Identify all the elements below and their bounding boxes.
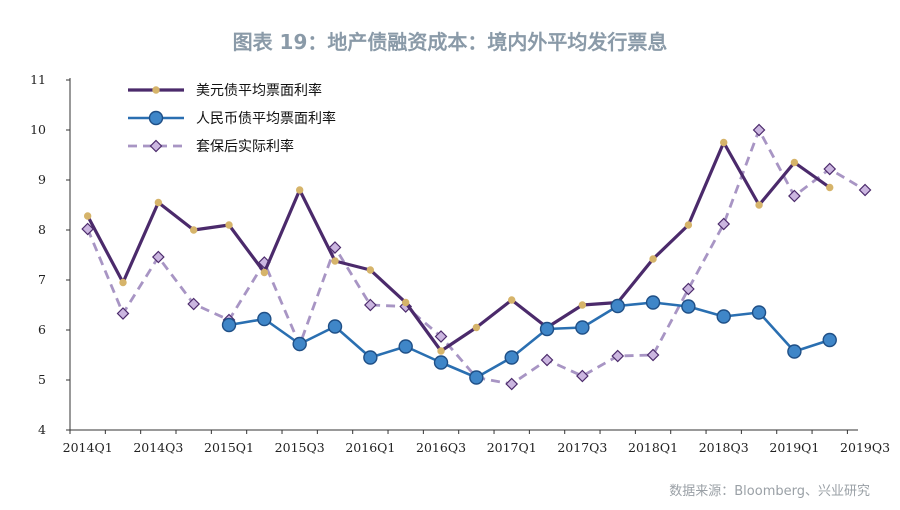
x-tick-label: 2016Q1 bbox=[345, 440, 395, 455]
data-point-cny bbox=[717, 310, 730, 323]
data-point-cny bbox=[258, 313, 271, 326]
x-tick-label: 2014Q3 bbox=[133, 440, 183, 455]
data-point-usd bbox=[367, 267, 373, 273]
data-point-cny bbox=[364, 351, 377, 364]
x-tick-label: 2018Q3 bbox=[699, 440, 749, 455]
y-tick-label: 6 bbox=[38, 322, 46, 337]
y-tick-label: 11 bbox=[30, 72, 46, 87]
data-point-cny bbox=[329, 320, 342, 333]
x-tick-label: 2019Q1 bbox=[769, 440, 819, 455]
data-point-usd bbox=[190, 227, 196, 233]
legend-label-cny: 人民币债平均票面利率 bbox=[196, 110, 336, 127]
data-point-hedged bbox=[577, 371, 588, 382]
data-point-usd bbox=[438, 348, 444, 354]
data-point-cny bbox=[505, 351, 518, 364]
legend-marker-usd bbox=[153, 87, 159, 93]
data-point-hedged bbox=[612, 351, 623, 362]
y-tick-label: 8 bbox=[38, 222, 46, 237]
data-point-hedged bbox=[648, 350, 659, 361]
data-point-cny bbox=[647, 296, 660, 309]
data-point-cny bbox=[399, 340, 412, 353]
legend-label-hedged: 套保后实际利率 bbox=[196, 138, 294, 155]
data-point-hedged bbox=[542, 355, 553, 366]
source-note: 数据来源：Bloomberg、兴业研究 bbox=[669, 484, 870, 499]
data-point-cny bbox=[470, 371, 483, 384]
data-point-cny bbox=[788, 345, 801, 358]
data-point-usd bbox=[685, 222, 691, 228]
x-tick-label: 2016Q3 bbox=[416, 440, 466, 455]
data-point-usd bbox=[402, 299, 408, 305]
data-point-usd bbox=[827, 184, 833, 190]
x-tick-label: 2014Q1 bbox=[63, 440, 113, 455]
data-point-cny bbox=[682, 300, 695, 313]
x-tick-label: 2019Q3 bbox=[840, 440, 890, 455]
data-point-usd bbox=[261, 269, 267, 275]
series-line-hedged bbox=[88, 130, 865, 384]
series-cny bbox=[223, 296, 837, 384]
x-tick-label: 2017Q1 bbox=[487, 440, 537, 455]
y-tick-label: 10 bbox=[30, 122, 46, 137]
data-point-usd bbox=[120, 279, 126, 285]
data-point-usd bbox=[509, 297, 515, 303]
data-point-usd bbox=[721, 139, 727, 145]
data-point-hedged bbox=[789, 191, 800, 202]
series-layer bbox=[82, 125, 870, 390]
data-point-usd bbox=[579, 302, 585, 308]
legend-marker-hedged bbox=[151, 141, 162, 152]
data-point-usd bbox=[332, 258, 338, 264]
data-point-cny bbox=[435, 356, 448, 369]
data-point-cny bbox=[753, 306, 766, 319]
series-hedged bbox=[82, 125, 870, 390]
x-tick-label: 2017Q3 bbox=[557, 440, 607, 455]
data-point-hedged bbox=[506, 379, 517, 390]
y-tick-label: 9 bbox=[38, 172, 46, 187]
data-point-cny bbox=[611, 300, 624, 313]
data-point-cny bbox=[576, 321, 589, 334]
legend-label-usd: 美元债平均票面利率 bbox=[196, 82, 322, 99]
y-tick-label: 7 bbox=[38, 272, 46, 287]
data-point-cny bbox=[293, 338, 306, 351]
data-point-usd bbox=[155, 199, 161, 205]
y-tick-label: 5 bbox=[38, 372, 46, 387]
data-point-cny bbox=[541, 323, 554, 336]
data-point-usd bbox=[473, 324, 479, 330]
data-point-usd bbox=[756, 202, 762, 208]
data-point-cny bbox=[823, 334, 836, 347]
x-tick-label: 2015Q1 bbox=[204, 440, 254, 455]
data-point-usd bbox=[296, 187, 302, 193]
data-point-usd bbox=[226, 222, 232, 228]
data-point-hedged bbox=[683, 284, 694, 295]
y-tick-label: 4 bbox=[38, 422, 46, 437]
legend-marker-cny bbox=[150, 112, 163, 125]
x-tick-label: 2015Q3 bbox=[275, 440, 325, 455]
data-point-usd bbox=[791, 159, 797, 165]
data-point-hedged bbox=[860, 185, 871, 196]
chart-title: 图表 19：地产债融资成本：境内外平均发行票息 bbox=[233, 30, 668, 54]
data-point-usd bbox=[650, 256, 656, 262]
data-point-hedged bbox=[754, 125, 765, 136]
data-point-cny bbox=[223, 319, 236, 332]
data-point-usd bbox=[84, 213, 90, 219]
data-point-hedged bbox=[718, 219, 729, 230]
x-tick-label: 2018Q1 bbox=[628, 440, 678, 455]
